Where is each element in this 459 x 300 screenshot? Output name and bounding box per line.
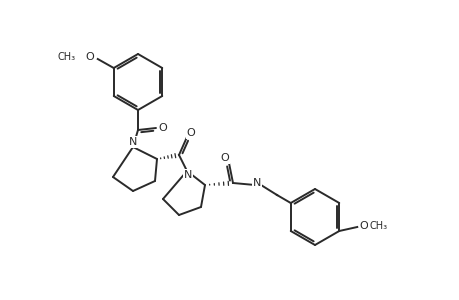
Text: O: O (359, 221, 368, 231)
Text: O: O (220, 153, 229, 163)
Text: N: N (252, 178, 261, 188)
Text: O: O (85, 52, 94, 62)
Text: CH₃: CH₃ (57, 52, 76, 62)
Text: O: O (158, 123, 167, 133)
Text: N: N (129, 137, 137, 147)
Text: O: O (186, 128, 195, 138)
Text: N: N (184, 170, 192, 180)
Text: CH₃: CH₃ (369, 221, 386, 231)
